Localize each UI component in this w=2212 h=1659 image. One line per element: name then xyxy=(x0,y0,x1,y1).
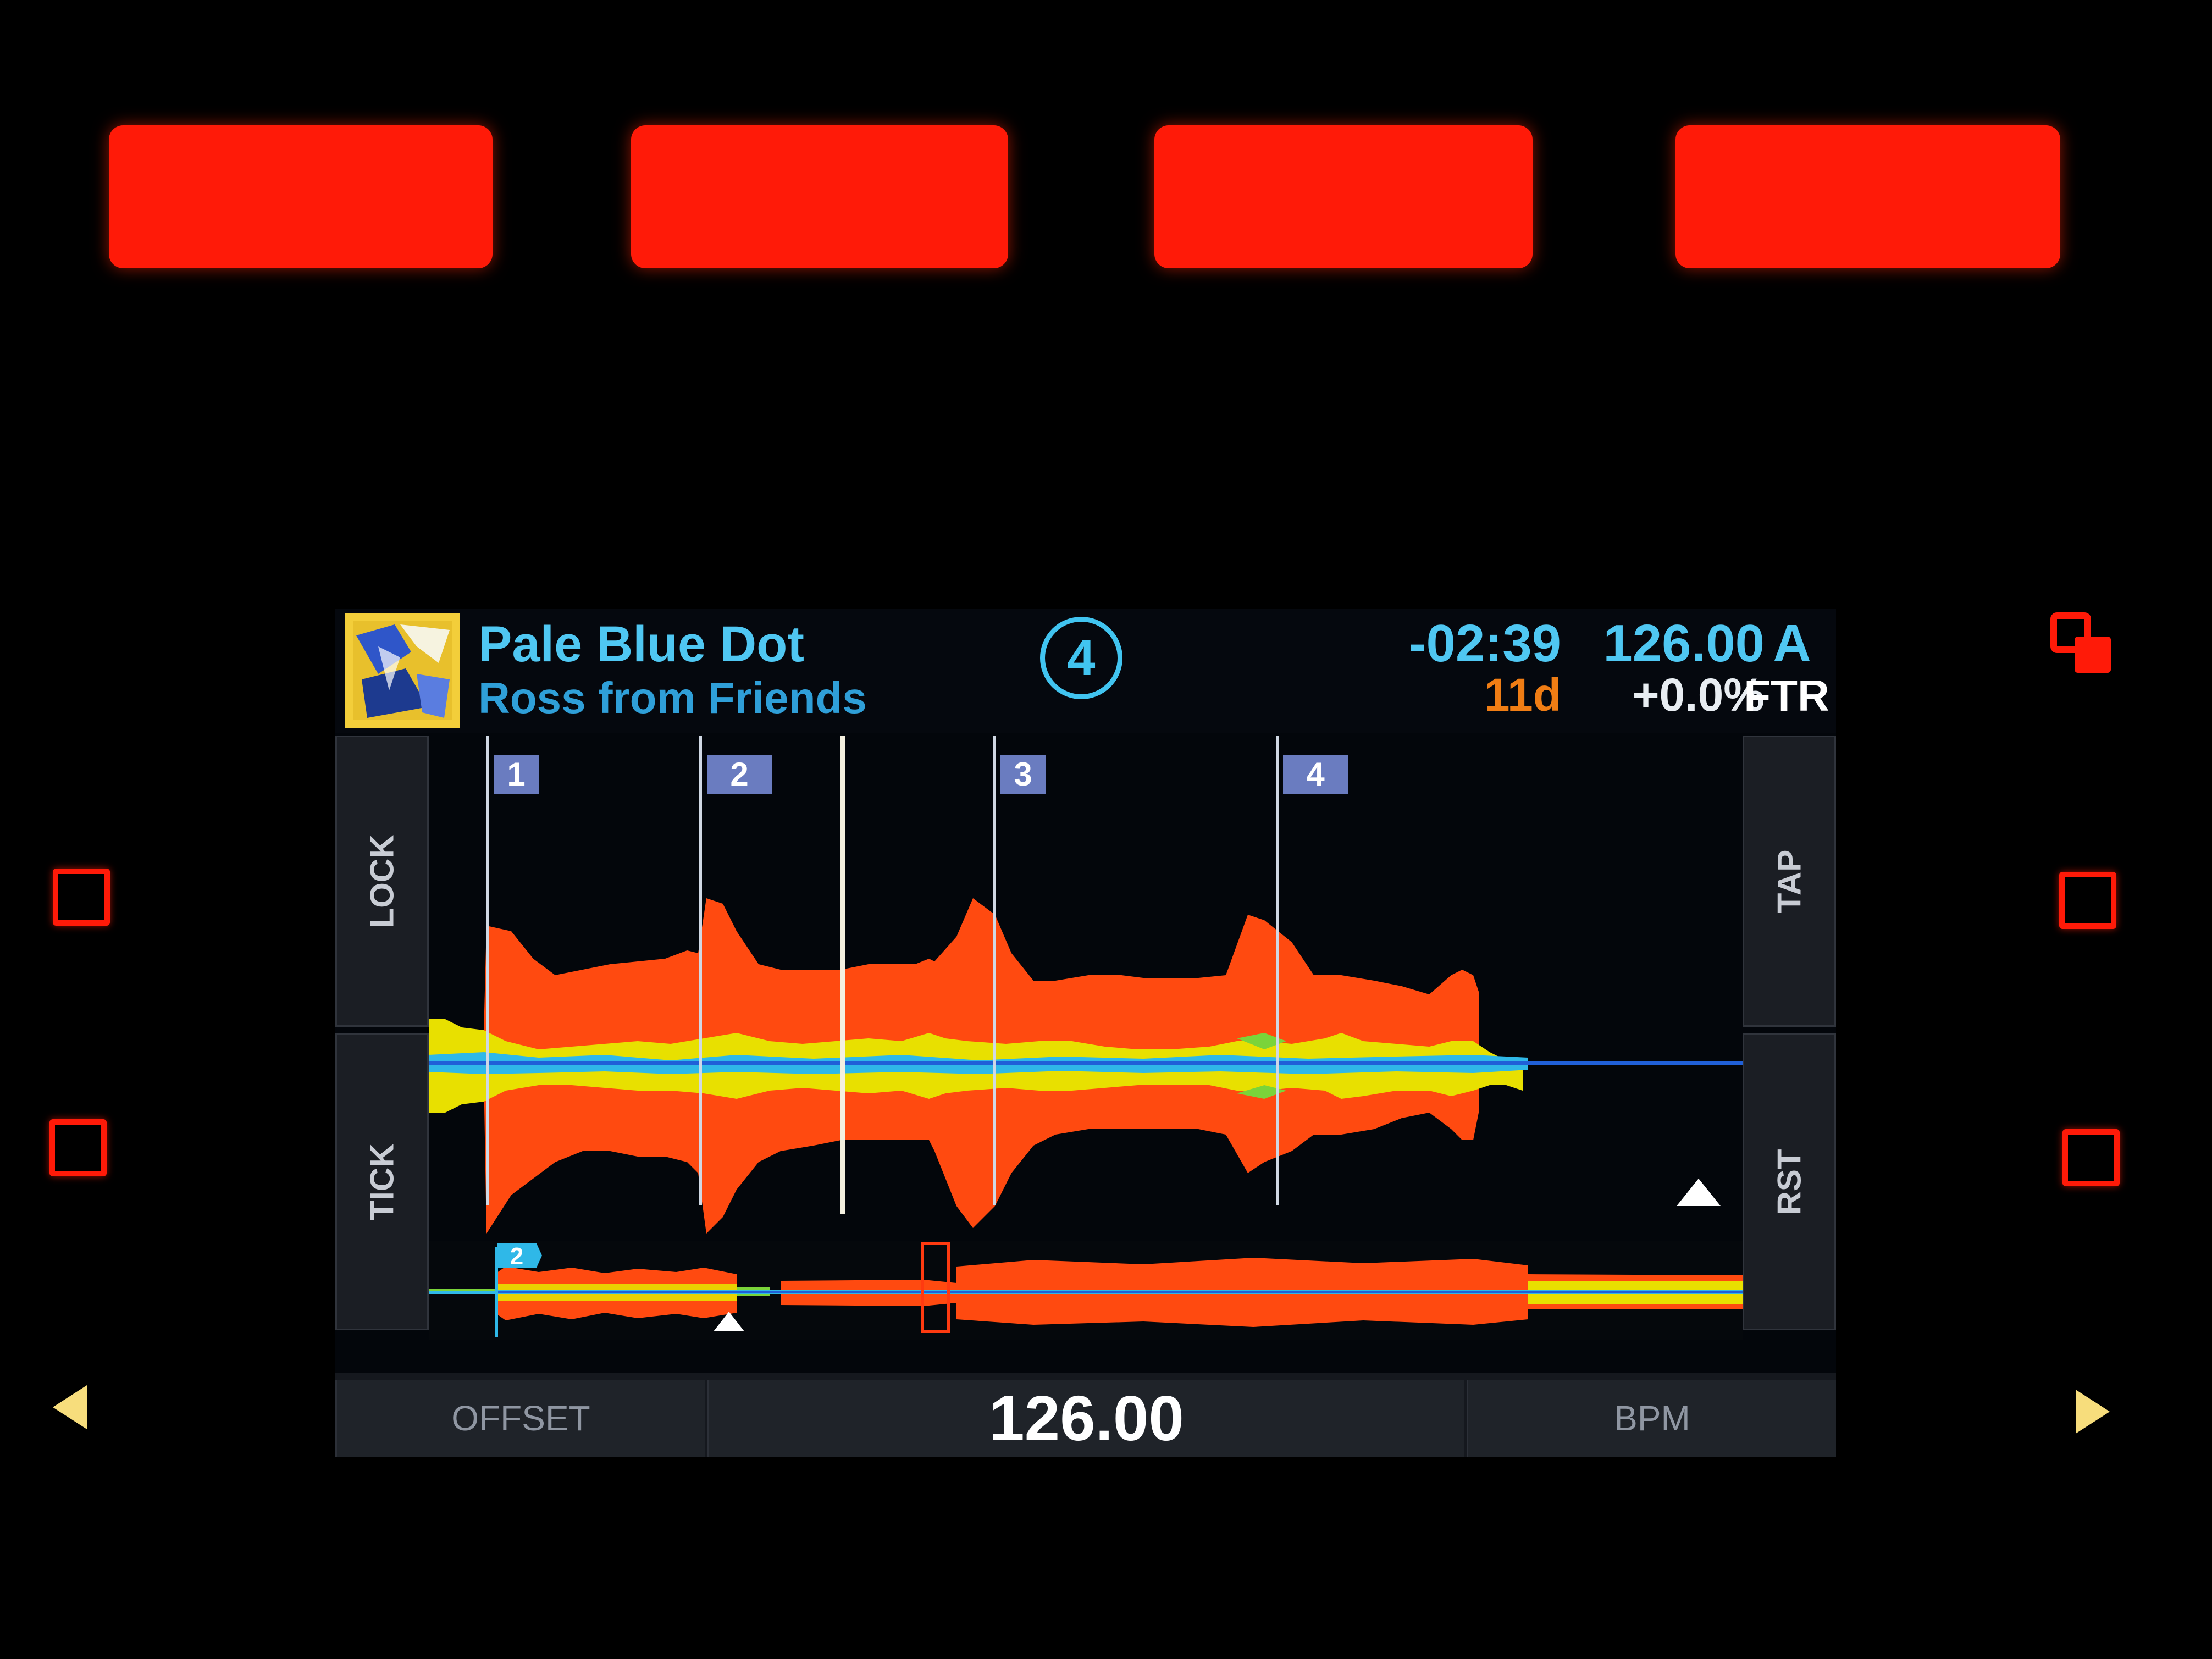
previous-page-arrow-icon[interactable] xyxy=(53,1385,87,1429)
beat-marker-2[interactable]: 2 xyxy=(707,755,772,794)
left-upper-button[interactable] xyxy=(53,869,110,926)
deck-number-badge: 4 xyxy=(1040,617,1122,699)
track-header: Pale Blue Dot Ross from Friends 4 -02:39… xyxy=(335,609,1836,733)
deck-display: Pale Blue Dot Ross from Friends 4 -02:39… xyxy=(335,609,1836,1457)
layers-icon[interactable] xyxy=(2049,611,2115,677)
tempo-value: 126.00 xyxy=(1603,614,1765,673)
track-start-line xyxy=(495,1247,498,1337)
track-title: Pale Blue Dot xyxy=(478,616,805,672)
left-lower-button[interactable] xyxy=(49,1119,107,1176)
cue-flag-label: 2 xyxy=(510,1243,523,1270)
main-waveform[interactable]: 1 2 3 4 xyxy=(429,733,1743,1241)
beat-line xyxy=(486,736,489,1205)
tap-label: TAP xyxy=(1771,849,1808,913)
next-page-arrow-icon[interactable] xyxy=(2076,1390,2110,1434)
track-artist: Ross from Friends xyxy=(478,673,867,722)
filter-indicator: FTR xyxy=(1744,671,1829,720)
footer-bar: OFFSET 126.00 BPM xyxy=(335,1373,1836,1457)
tick-label: TICK xyxy=(363,1143,401,1220)
beat-marker-4[interactable]: 4 xyxy=(1283,755,1348,794)
bpm-button[interactable]: BPM xyxy=(1467,1380,1836,1457)
performance-pad-2[interactable] xyxy=(631,125,1008,268)
lock-button[interactable]: LOCK xyxy=(335,736,429,1027)
remaining-time: -02:39 xyxy=(1408,614,1562,673)
performance-pad-4[interactable] xyxy=(1675,125,2060,268)
playhead-line xyxy=(840,736,845,1214)
reset-button[interactable]: RST xyxy=(1743,1033,1836,1330)
beat-marker-label: 3 xyxy=(1014,756,1032,793)
bpm-value-display: 126.00 xyxy=(707,1380,1464,1457)
beat-marker-label: 4 xyxy=(1306,756,1325,793)
beat-marker-3[interactable]: 3 xyxy=(1000,755,1046,794)
tick-button[interactable]: TICK xyxy=(335,1033,429,1330)
rst-label: RST xyxy=(1771,1149,1808,1215)
deck-letter: A xyxy=(1773,614,1811,673)
lock-label: LOCK xyxy=(363,834,401,928)
beat-marker-label: 1 xyxy=(507,756,525,793)
offset-button[interactable]: OFFSET xyxy=(335,1380,705,1457)
beat-line xyxy=(993,736,996,1205)
loop-marker-triangle-icon xyxy=(714,1312,744,1331)
waveform-shape xyxy=(429,898,1743,1234)
musical-key: 11d xyxy=(1484,669,1561,721)
tap-button[interactable]: TAP xyxy=(1743,736,1836,1027)
overview-waveform[interactable]: 2 xyxy=(429,1241,1743,1340)
performance-pad-3[interactable] xyxy=(1154,125,1533,268)
cue-flag[interactable]: 2 xyxy=(497,1243,542,1270)
loop-end-triangle-icon xyxy=(1677,1179,1721,1206)
performance-pad-1[interactable] xyxy=(109,125,493,268)
beat-line xyxy=(1276,736,1279,1205)
right-upper-button[interactable] xyxy=(2059,872,2116,929)
album-art xyxy=(345,613,460,728)
beat-line xyxy=(699,736,702,1205)
position-window[interactable] xyxy=(921,1242,950,1333)
beat-marker-1[interactable]: 1 xyxy=(494,755,539,794)
pitch-offset: +0.0% xyxy=(1632,669,1765,721)
right-lower-button[interactable] xyxy=(2062,1129,2120,1186)
beat-marker-label: 2 xyxy=(730,756,748,793)
